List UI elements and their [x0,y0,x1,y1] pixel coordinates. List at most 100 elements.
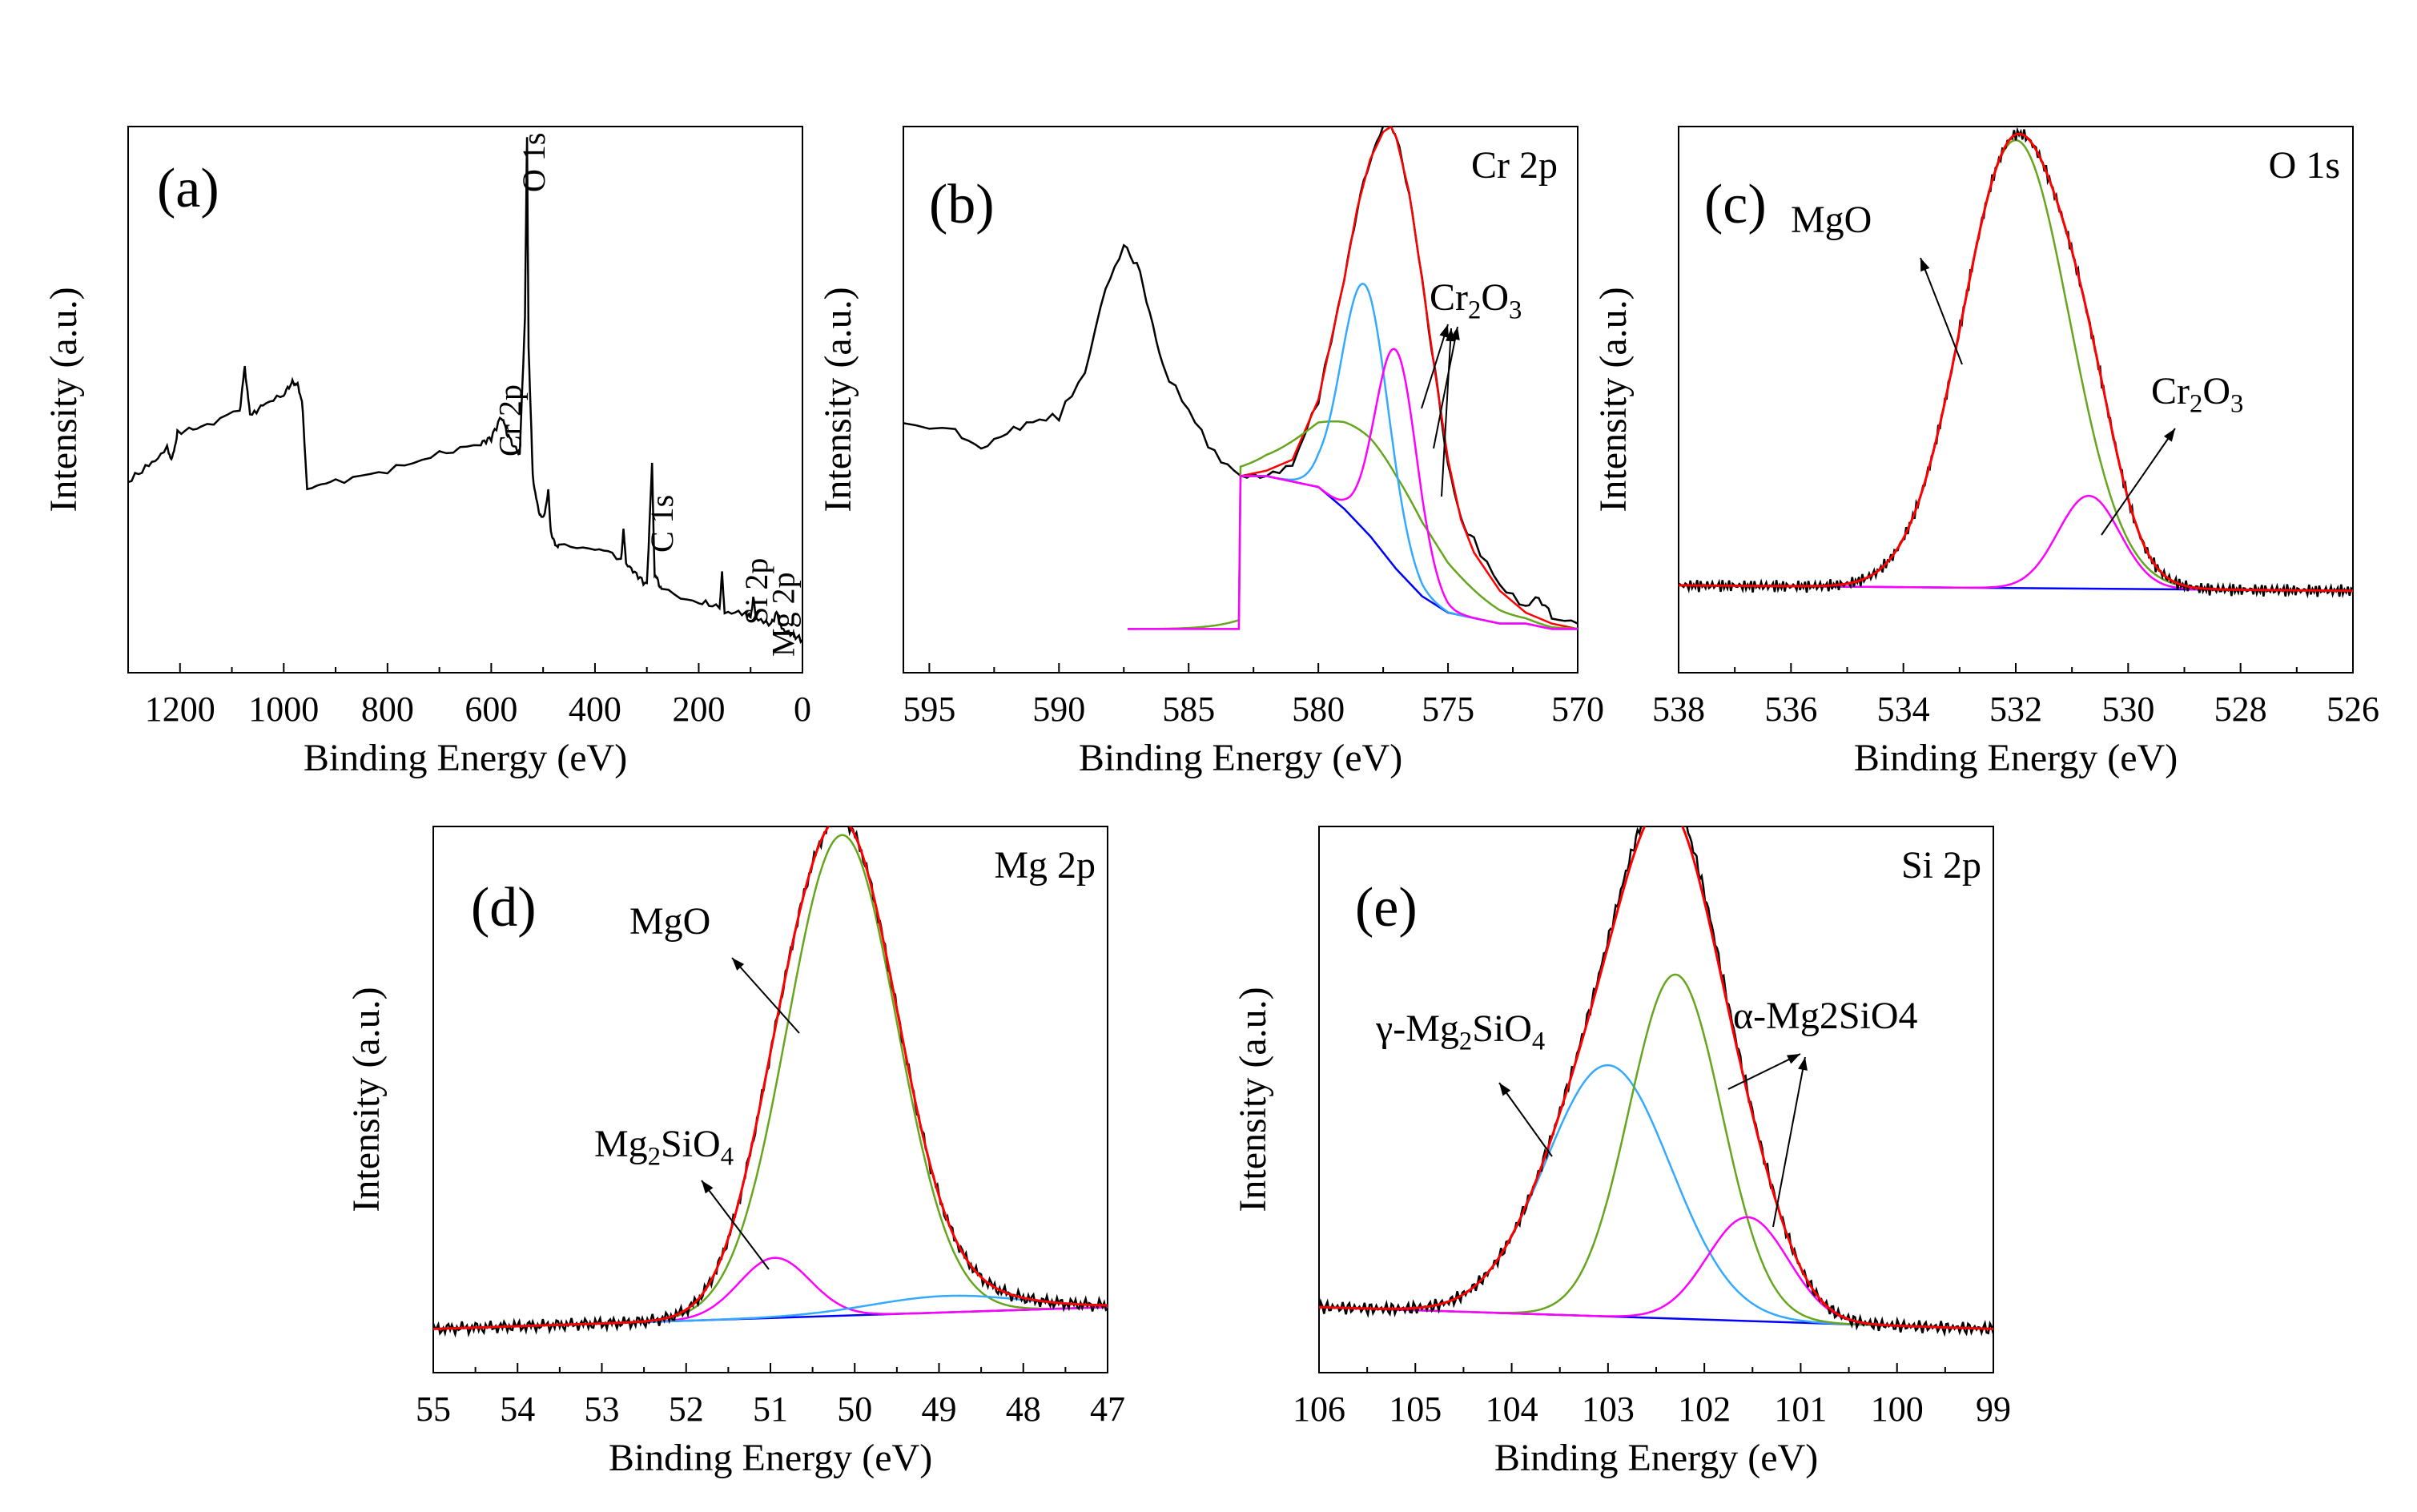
x-tick-label: 104 [1486,1389,1538,1429]
plot-frame [1318,826,1994,1373]
panel-letter: (d) [471,877,537,939]
x-tick-label: 99 [1976,1389,2011,1429]
peak-label: Mg 2p [766,572,802,657]
x-tick-label: 54 [500,1389,535,1429]
annotation-arrow [731,957,800,1034]
panel-letter: (e) [1355,877,1418,939]
x-tick-label: 100 [1871,1389,1924,1429]
x-tick-label: 49 [922,1389,957,1429]
annotation-arrow [1727,1053,1801,1090]
x-tick-label: 590 [1032,690,1085,729]
annotation-arrow-head [1439,324,1449,339]
x-tick-label: 52 [669,1389,704,1429]
peak-label: Cr 2p [492,384,528,456]
annotation-arrow-head [1798,1057,1808,1071]
x-tick-label: 51 [753,1389,788,1429]
peak-label: Si 2p [738,558,774,625]
panel-letter: (c) [1704,174,1767,235]
y-axis-label: Intensity (a.u.) [817,287,859,512]
x-axis-label: Binding Energy (eV) [609,1437,932,1479]
annotation-mgo: MgO [1791,199,1872,241]
annotation-arrow-head [2163,428,2175,442]
plot-frame [903,126,1578,674]
panel-a: 1200 1000 800 600 400 200 0 Binding Energy (eV)… [42,126,811,779]
series-peak-third [1357,1216,1909,1328]
series-group [1319,826,1993,1337]
annotation-arrow [1498,1082,1553,1157]
series-envelope [433,826,1108,1330]
series-peak-2 [1128,348,1578,630]
x-tick-label: 538 [1652,690,1705,729]
x-tick-label: 101 [1774,1389,1827,1429]
x-tick-label: 536 [1764,690,1817,729]
annotation-arrow-head [702,1180,714,1194]
panel-title: Cr 2p [1471,144,1558,187]
panel-d: 55 54 53 52 51 50 49 48 47 Binding Energy (eV) Int… [345,826,1125,1479]
series-envelope [1679,132,2353,593]
x-tick-label: 595 [903,690,955,729]
x-tick-label: 47 [1090,1389,1125,1429]
series-peak-MgO [623,834,1108,1324]
panel-c: 538 536 534 532 530 528 526 Binding Energy (eV)… [1592,126,2379,779]
x-tick-label: 1200 [145,690,215,729]
series-group [903,127,1578,630]
panel-letter: (a) [157,158,219,219]
x-tick-label: 105 [1389,1389,1442,1429]
x-tick-label: 575 [1422,690,1474,729]
panel-title: Mg 2p [994,844,1096,887]
annotation-arrow-head [1786,1054,1800,1064]
annotation-arrow-head [1499,1083,1511,1096]
series-raw [1679,127,2353,599]
annotation-arrow [1772,1056,1806,1228]
x-tick-label: 1000 [248,690,319,729]
annotation-gamma: γ-Mg2SiO4 [1375,1007,1545,1056]
x-axis-label: Binding Energy (eV) [304,737,627,779]
x-axis-label: Binding Energy (eV) [1494,1437,1818,1479]
series-peak-Cr2O3 [1803,494,2229,591]
annotation-arrow [701,1180,770,1270]
plot-frame [127,126,803,674]
x-tick-label: 580 [1292,690,1345,729]
x-tick-label: 585 [1162,690,1215,729]
x-tick-label: 200 [672,690,725,729]
peak-label: C 1s [644,495,680,553]
y-axis-label: Intensity (a.u.) [42,287,85,512]
x-tick-label: 106 [1293,1389,1345,1429]
series-peak-gamma [1357,1064,1909,1328]
x-tick-label: 0 [794,690,811,729]
series-group [1679,127,2353,599]
x-tick-label: 800 [361,690,414,729]
x-tick-label: 102 [1678,1389,1731,1429]
series-survey [128,137,802,645]
peak-label: O 1s [516,133,552,192]
panel-b: 595 590 585 580 575 570 Binding Energy (eV) Int… [817,126,1604,779]
series-peak-1 [1128,283,1578,630]
panel-title: O 1s [2269,144,2340,187]
x-tick-label: 532 [1989,690,2042,729]
annotation-arrow [1920,257,1963,365]
annotation-mgo: MgO [629,900,710,943]
y-axis-label: Intensity (a.u.) [345,987,388,1212]
annotation-arrow-head [1450,327,1460,340]
x-tick-label: 570 [1551,690,1604,729]
panel-letter: (b) [929,174,995,235]
series-raw [1319,826,1993,1337]
series-peak-broad [1128,420,1578,630]
x-tick-label: 50 [837,1389,872,1429]
y-axis-label: Intensity (a.u.) [1232,987,1274,1212]
annotation-cr2o3: Cr2O3 [2151,370,2243,419]
annotation-mg2sio4: Mg2SiO4 [594,1123,734,1172]
x-tick-label: 103 [1582,1389,1635,1429]
x-tick-label: 400 [569,690,621,729]
series-envelope [1240,127,1578,630]
x-tick-label: 55 [416,1389,451,1429]
series-peak-Mg2SiO4 [623,1257,1108,1324]
series-group [128,137,802,645]
annotation-arrow-head [732,958,745,971]
x-tick-label: 534 [1877,690,1930,729]
annotation-arrow-head [1920,258,1930,272]
x-tick-label: 528 [2214,690,2267,729]
series-envelope [1319,826,1993,1330]
annotation-arrow [1421,324,1449,409]
annotation-alpha: α-Mg2SiO4 [1733,995,1918,1037]
